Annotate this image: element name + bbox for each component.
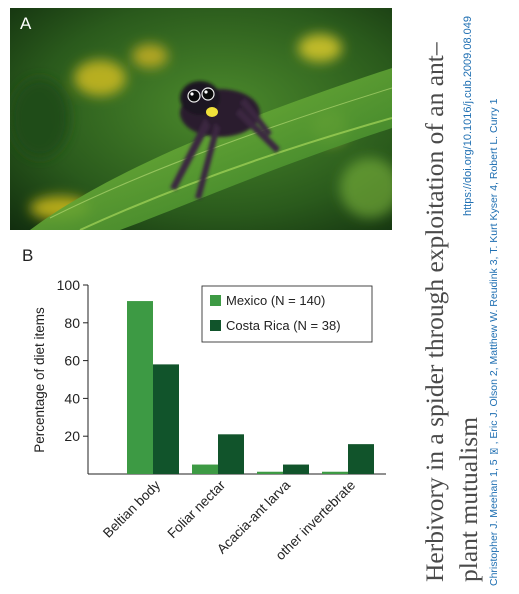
bar-costa-rica-acacia-ant-larva	[283, 464, 309, 474]
legend-swatch-mexico	[210, 295, 221, 306]
y-axis-label: Percentage of diet items	[32, 307, 47, 453]
jumping-spider-icon	[10, 8, 392, 230]
y-tick-label-40: 40	[64, 390, 80, 406]
paper-citation: Herbivory in a spider through exploitati…	[404, 6, 514, 588]
y-tick-label-100: 100	[57, 277, 81, 293]
bar-costa-rica-beltian-body	[153, 364, 179, 474]
paper-doi-link[interactable]: https://doi.org/10.1016/j.cub.2009.08.04…	[462, 16, 474, 216]
bar-costa-rica-foliar-nectar	[218, 434, 244, 474]
y-tick-label-60: 60	[64, 353, 80, 369]
paper-authors: Christopher J. Meehan 1, 5 ✉, Eric J. Ol…	[488, 98, 500, 586]
bar-mexico-beltian-body	[127, 301, 153, 474]
legend-entry-costa-rica: Costa Rica (N = 38)	[226, 318, 341, 333]
spider-photo	[10, 8, 392, 230]
bar-costa-rica-other-invertebrate	[348, 444, 374, 474]
y-tick-label-80: 80	[64, 315, 80, 331]
bars	[127, 301, 374, 474]
legend-entry-mexico: Mexico (N = 140)	[226, 293, 325, 308]
panel-b-label: B	[22, 246, 34, 265]
bar-mexico-other-invertebrate	[322, 471, 348, 474]
legend-swatch-costa-rica	[210, 320, 221, 331]
legend-box	[201, 285, 373, 343]
panel-a-label: A	[20, 14, 32, 33]
diet-bar-chart: 20 40 60 80 100 Beltian body Foliar nectarAca…	[32, 277, 386, 563]
bar-mexico-acacia-ant-larva	[257, 471, 283, 474]
bar-mexico-foliar-nectar	[192, 464, 218, 474]
y-tick-label-20: 20	[64, 428, 80, 444]
y-ticks: 20 40 60 80 100	[57, 277, 88, 444]
x-tick-label-beltian-body: Beltian body	[100, 477, 163, 540]
x-tick-label-foliar-nectar: Foliar nectar	[164, 477, 228, 541]
paper-title: Herbivory in a spider through exploitati…	[420, 42, 483, 582]
chart-legend: Mexico (N = 140) Costa Rica (N = 38)	[201, 285, 373, 343]
